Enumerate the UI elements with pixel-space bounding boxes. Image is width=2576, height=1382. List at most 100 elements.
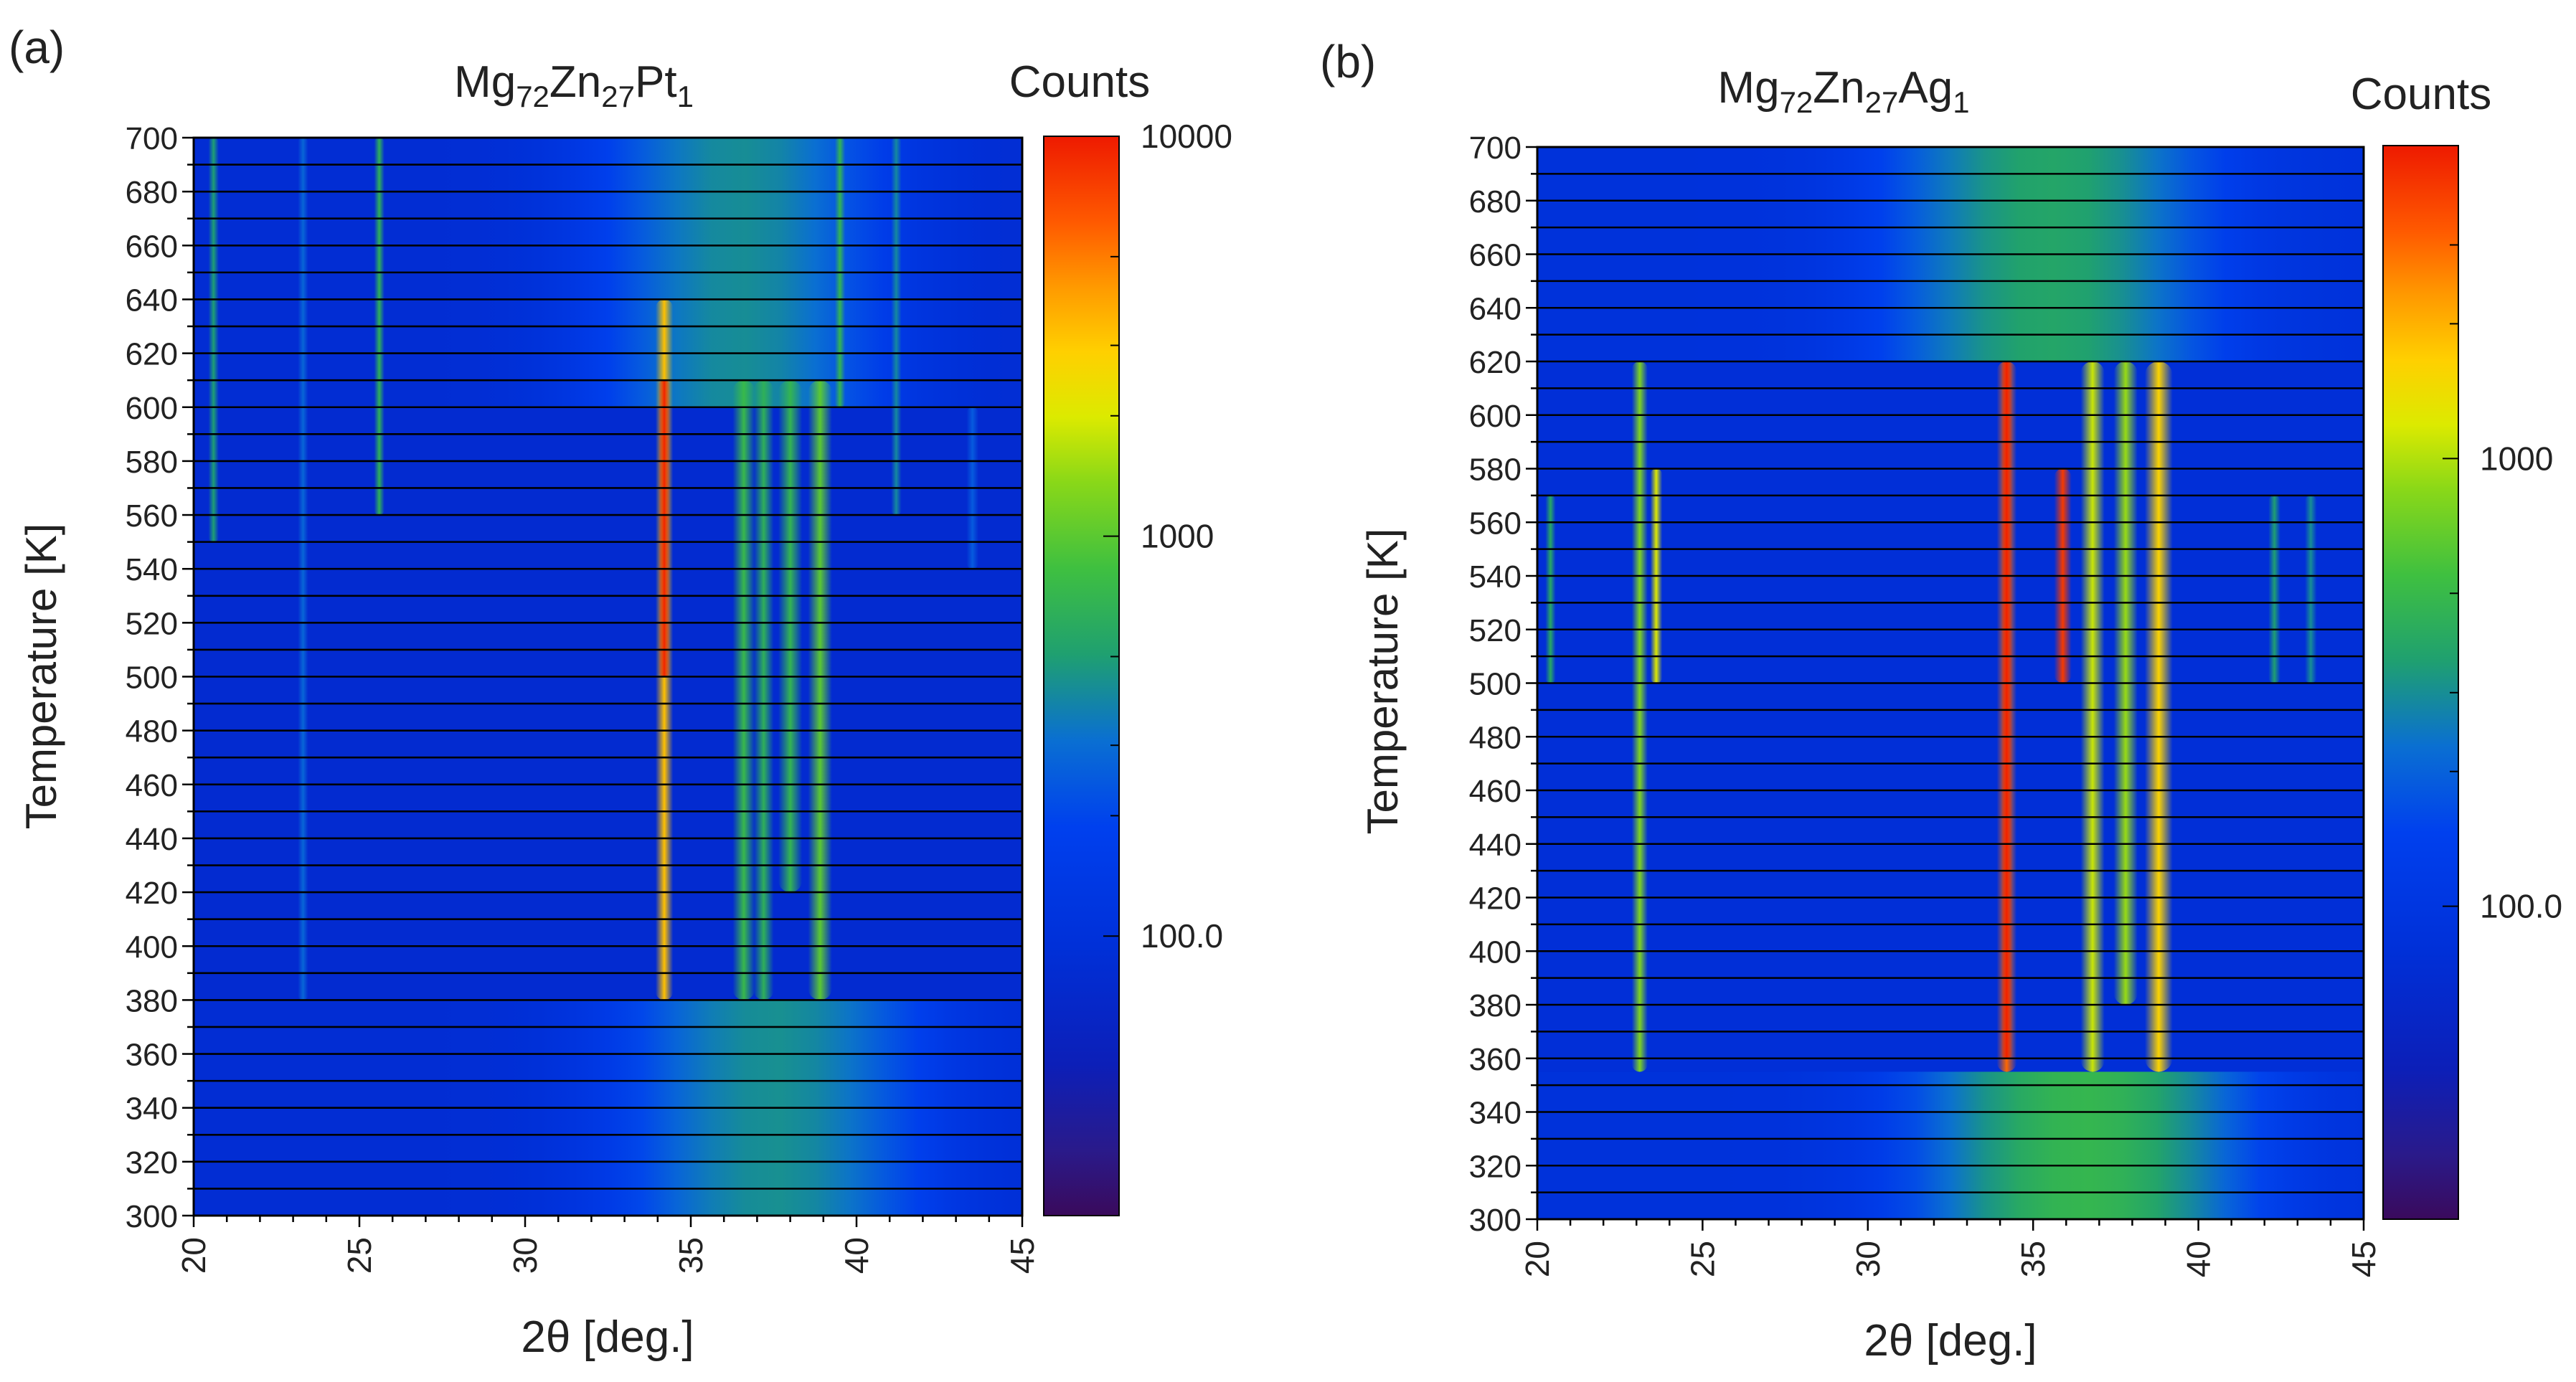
y-tick-label: 540 bbox=[126, 552, 178, 587]
halo-region bbox=[1537, 1071, 2364, 1219]
diffraction-peak bbox=[778, 380, 803, 893]
title-subscript: 1 bbox=[1953, 85, 1969, 119]
panel-a: (a) Mg72Zn27Pt1 Counts 300 320 340 360 380 40… bbox=[9, 22, 1232, 1362]
diffraction-peak bbox=[732, 380, 755, 1000]
x-tick-label: 45 bbox=[1004, 1237, 1041, 1274]
x-tick-label: 30 bbox=[506, 1237, 544, 1274]
colorbar-tick-label: 1000 bbox=[1141, 518, 1214, 555]
y-tick-label: 640 bbox=[126, 283, 178, 318]
colorbar-ticks: 1000 100.0 bbox=[2443, 145, 2562, 925]
colorbar-title: Counts bbox=[1009, 57, 1150, 107]
y-tick-label: 360 bbox=[126, 1038, 178, 1073]
y-tick-label: 520 bbox=[126, 606, 178, 641]
diffraction-peak bbox=[1631, 361, 1648, 1072]
y-axis: 300 320 340 360 380 400 420 440 460 480 500 520 540 5… bbox=[126, 121, 194, 1234]
x-tick-label: 40 bbox=[838, 1237, 875, 1274]
crystalline-region bbox=[1537, 361, 2364, 1072]
x-tick-label: 40 bbox=[2180, 1241, 2217, 1277]
x-tick-label: 20 bbox=[175, 1237, 212, 1274]
colorbar-title: Counts bbox=[2351, 70, 2491, 119]
y-tick-label: 440 bbox=[126, 822, 178, 857]
colorbar-tick-label: 1000 bbox=[2480, 440, 2553, 477]
y-tick-label: 360 bbox=[1469, 1042, 1521, 1077]
y-tick-label: 700 bbox=[126, 121, 178, 156]
y-axis-label: Temperature [K] bbox=[1359, 529, 1407, 835]
y-tick-label: 660 bbox=[126, 229, 178, 264]
panel-label: (b) bbox=[1320, 36, 1376, 87]
y-tick-label: 440 bbox=[1469, 828, 1521, 863]
x-tick-label: 35 bbox=[672, 1237, 709, 1274]
diffraction-peak bbox=[2268, 495, 2280, 683]
y-tick-label: 340 bbox=[126, 1092, 178, 1127]
colorbar-tick-label: 100.0 bbox=[2480, 888, 2562, 925]
y-tick-label: 580 bbox=[126, 445, 178, 480]
title-part: Zn bbox=[549, 57, 601, 107]
x-tick-label: 20 bbox=[1519, 1241, 1556, 1277]
y-tick-label: 300 bbox=[126, 1199, 178, 1234]
x-axis: 20 25 30 35 40 45 bbox=[1519, 1219, 2382, 1277]
chart-title: Mg72Zn27Pt1 bbox=[454, 57, 694, 113]
title-part: Mg bbox=[454, 57, 516, 107]
heatmap-plot bbox=[1537, 147, 2364, 1219]
heatmap-plot bbox=[194, 138, 1022, 1216]
scan-lines-layer bbox=[194, 164, 1022, 1190]
y-tick-label: 660 bbox=[1469, 238, 1521, 273]
y-axis-label: Temperature [K] bbox=[17, 524, 65, 830]
x-tick-label: 25 bbox=[341, 1237, 378, 1274]
chart-title: Mg72Zn27Ag1 bbox=[1717, 63, 1969, 119]
colorbar-tick-label: 100.0 bbox=[1141, 917, 1223, 955]
title-part: Mg bbox=[1717, 63, 1779, 113]
diffraction-peak bbox=[2080, 361, 2105, 1072]
y-axis: 300 320 340 360 380 400 420 440 460 480 500 520 540 5… bbox=[1469, 131, 1537, 1238]
y-tick-label: 340 bbox=[1469, 1096, 1521, 1131]
y-tick-label: 400 bbox=[1469, 934, 1521, 970]
colorbar-ticks: 10000 1000 100.0 bbox=[1103, 118, 1232, 955]
y-tick-label: 500 bbox=[1469, 667, 1521, 702]
y-tick-label: 540 bbox=[1469, 559, 1521, 595]
title-subscript: 1 bbox=[677, 80, 694, 113]
diffraction-peak bbox=[658, 380, 671, 677]
y-tick-label: 680 bbox=[126, 175, 178, 210]
colorbar bbox=[1043, 136, 1120, 1216]
y-tick-label: 580 bbox=[1469, 453, 1521, 488]
panel-label: (a) bbox=[9, 22, 65, 73]
colorbar-tick-label: 10000 bbox=[1141, 118, 1232, 155]
title-subscript: 72 bbox=[1780, 85, 1813, 119]
y-tick-label: 620 bbox=[1469, 345, 1521, 380]
title-part: Zn bbox=[1813, 63, 1864, 113]
y-tick-label: 640 bbox=[1469, 291, 1521, 326]
diffraction-peak bbox=[753, 380, 774, 1000]
y-tick-label: 320 bbox=[1469, 1149, 1521, 1184]
y-tick-label: 480 bbox=[126, 714, 178, 749]
title-part: Pt bbox=[635, 57, 677, 107]
x-tick-label: 30 bbox=[1849, 1241, 1887, 1277]
title-subscript: 72 bbox=[516, 80, 549, 113]
x-axis-label: 2θ [deg.] bbox=[521, 1312, 694, 1362]
y-tick-label: 620 bbox=[126, 337, 178, 372]
diffraction-peak bbox=[2144, 361, 2173, 1072]
y-tick-label: 460 bbox=[1469, 774, 1521, 809]
y-tick-label: 400 bbox=[126, 929, 178, 965]
x-axis: 20 25 30 35 40 45 bbox=[175, 1216, 1041, 1274]
title-subscript: 27 bbox=[601, 80, 635, 113]
y-tick-label: 320 bbox=[126, 1145, 178, 1180]
y-tick-label: 420 bbox=[126, 876, 178, 911]
y-tick-label: 560 bbox=[1469, 506, 1521, 541]
y-tick-label: 520 bbox=[1469, 613, 1521, 648]
y-tick-label: 600 bbox=[1469, 399, 1521, 434]
y-tick-label: 420 bbox=[1469, 881, 1521, 917]
x-tick-label: 35 bbox=[2014, 1241, 2052, 1277]
x-axis-label: 2θ [deg.] bbox=[1864, 1316, 2037, 1366]
panel-b: (b) Mg72Zn27Ag1 Counts 300 320 340 360 380 40… bbox=[1320, 36, 2562, 1366]
diffraction-peak bbox=[208, 138, 219, 542]
colorbar bbox=[2382, 145, 2459, 1220]
diffraction-peak bbox=[2304, 495, 2317, 683]
y-tick-label: 460 bbox=[126, 768, 178, 803]
y-tick-label: 560 bbox=[126, 498, 178, 534]
diffraction-peak bbox=[1545, 495, 1556, 683]
diffraction-peak bbox=[808, 380, 832, 1000]
y-tick-label: 500 bbox=[126, 661, 178, 696]
x-tick-label: 25 bbox=[1684, 1241, 1721, 1277]
y-tick-label: 600 bbox=[126, 391, 178, 426]
